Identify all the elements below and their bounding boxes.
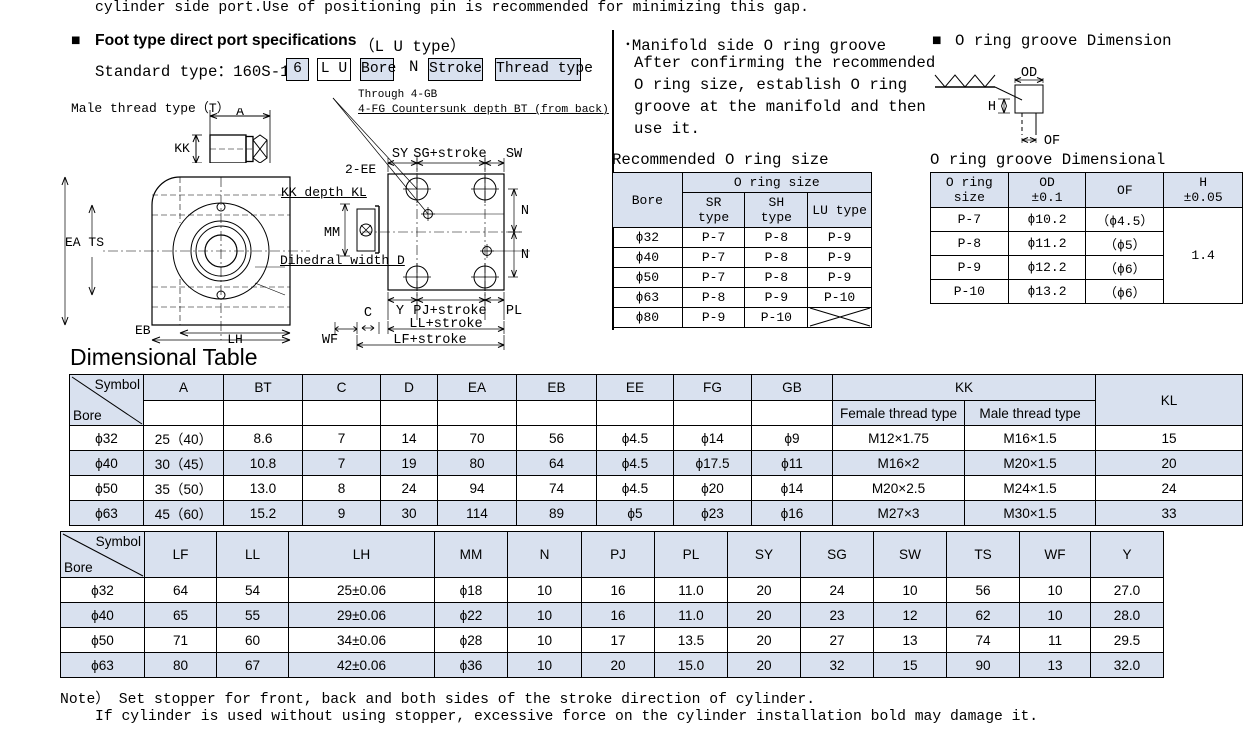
svg-text:A: A — [236, 108, 244, 119]
svg-text:SW: SW — [506, 147, 523, 162]
svg-text:KK: KK — [175, 141, 190, 156]
svg-text:SY: SY — [392, 147, 408, 162]
svg-text:N: N — [521, 248, 529, 263]
svg-text:H: H — [988, 100, 996, 115]
svg-text:LF+stroke: LF+stroke — [393, 333, 466, 348]
svg-text:MM: MM — [324, 226, 340, 241]
svg-text:WF: WF — [322, 333, 338, 348]
svg-text:OF: OF — [1044, 134, 1060, 149]
svg-text:SG+stroke: SG+stroke — [413, 147, 486, 162]
svg-text:C: C — [364, 306, 372, 321]
svg-text:PL: PL — [506, 304, 522, 319]
svg-text:OD: OD — [1021, 66, 1037, 81]
svg-text:Y: Y — [396, 304, 404, 319]
svg-text:LL+stroke: LL+stroke — [409, 317, 482, 332]
svg-text:PJ+stroke: PJ+stroke — [413, 304, 486, 319]
svg-text:N: N — [521, 204, 529, 219]
